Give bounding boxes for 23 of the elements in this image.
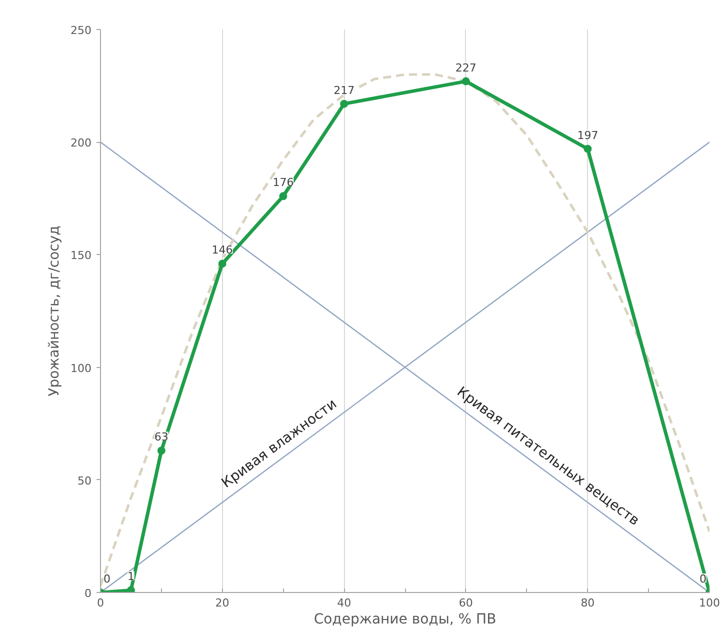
- y-tick-label: 150: [70, 249, 92, 262]
- x-axis-title: Содержание воды, % ПВ: [314, 612, 496, 628]
- data-label: 0: [700, 572, 706, 586]
- x-tick-label: 60: [458, 596, 473, 610]
- data-label: 1: [127, 570, 134, 584]
- data-label: 63: [154, 430, 168, 444]
- x-tick-label: 80: [580, 596, 595, 610]
- x-tick-label: 0: [97, 596, 104, 610]
- y-tick-label: 50: [78, 474, 92, 488]
- x-tick-label: 40: [337, 596, 352, 610]
- y-axis-title: Урожайность, дг/сосуд: [46, 226, 63, 396]
- y-tick-label: 100: [70, 362, 92, 375]
- y-tick-label: 250: [70, 24, 92, 37]
- data-label: 0: [104, 572, 110, 586]
- x-tick-label: 100: [699, 596, 720, 610]
- y-tick-label: 0: [84, 587, 92, 600]
- x-tick-label: 20: [215, 596, 230, 610]
- y-tick-label: 200: [70, 136, 92, 150]
- data-label: 227: [455, 61, 476, 74]
- data-label: 176: [272, 176, 294, 190]
- data-label: 197: [577, 128, 598, 142]
- data-label: 146: [212, 244, 233, 257]
- data-label: 217: [334, 84, 355, 97]
